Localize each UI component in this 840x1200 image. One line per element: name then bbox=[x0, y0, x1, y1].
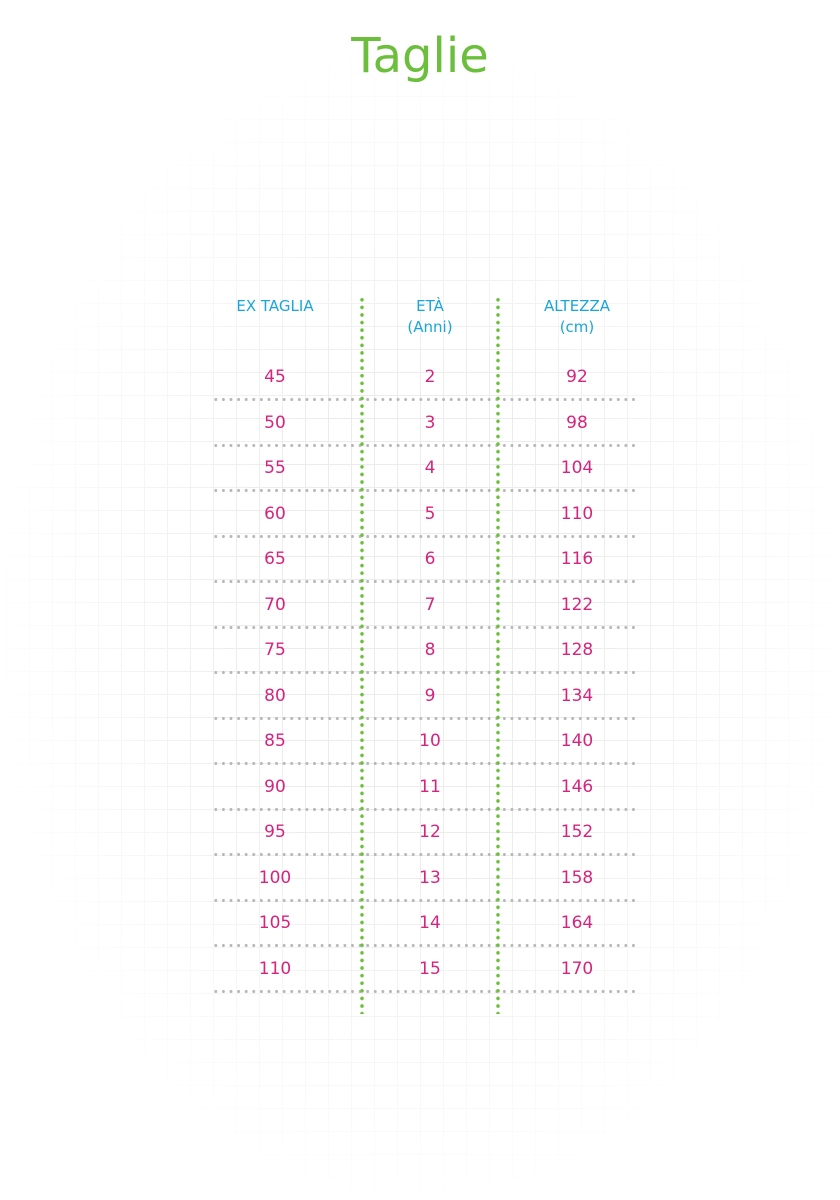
cell-altezza: 92 bbox=[566, 367, 588, 387]
row-divider bbox=[212, 853, 638, 856]
cell-altezza: 104 bbox=[560, 458, 594, 478]
header-altezza: ALTEZZA (cm) bbox=[507, 296, 647, 338]
header-ex-taglia: EX TAGLIA bbox=[205, 296, 345, 317]
cell-altezza: 140 bbox=[560, 731, 594, 751]
column-divider bbox=[360, 296, 364, 1014]
cell-ex-taglia: 95 bbox=[264, 822, 286, 842]
cell-eta: 14 bbox=[419, 913, 441, 933]
header-label: EX TAGLIA bbox=[236, 297, 314, 315]
row-divider bbox=[212, 807, 638, 811]
row-divider bbox=[212, 716, 638, 720]
cell-altezza: 134 bbox=[560, 685, 594, 706]
row-divider bbox=[212, 534, 638, 538]
cell-ex-taglia: 80 bbox=[264, 685, 286, 706]
cell-altezza: 170 bbox=[560, 958, 594, 979]
cell-altezza: 110 bbox=[560, 503, 594, 524]
cell-altezza: 116 bbox=[560, 549, 594, 569]
page-title: Taglie bbox=[351, 28, 489, 84]
row-divider bbox=[212, 898, 638, 902]
row-divider bbox=[212, 671, 638, 674]
cell-ex-taglia: 60 bbox=[264, 503, 286, 524]
cell-ex-taglia: 100 bbox=[258, 867, 292, 888]
cell-eta: 6 bbox=[424, 549, 436, 569]
cell-eta: 11 bbox=[419, 776, 441, 797]
cell-eta: 2 bbox=[424, 367, 436, 387]
cell-altezza: 158 bbox=[560, 867, 594, 888]
cell-ex-taglia: 105 bbox=[258, 913, 292, 933]
row-divider bbox=[212, 489, 638, 492]
row-divider bbox=[212, 762, 638, 765]
cell-ex-taglia: 65 bbox=[264, 549, 286, 569]
row-divider bbox=[212, 398, 638, 401]
cell-altezza: 152 bbox=[560, 822, 594, 842]
cell-eta: 5 bbox=[424, 503, 436, 524]
row-divider bbox=[212, 580, 638, 583]
row-divider bbox=[212, 944, 638, 947]
cell-altezza: 146 bbox=[560, 776, 594, 797]
cell-eta: 9 bbox=[424, 685, 436, 706]
cell-altezza: 122 bbox=[560, 594, 594, 615]
cell-eta: 3 bbox=[424, 412, 436, 433]
cell-eta: 15 bbox=[419, 958, 441, 979]
cell-ex-taglia: 75 bbox=[264, 640, 286, 660]
cell-eta: 10 bbox=[419, 731, 441, 751]
cell-ex-taglia: 85 bbox=[264, 731, 286, 751]
row-divider bbox=[212, 625, 638, 629]
row-divider bbox=[212, 443, 638, 447]
cell-ex-taglia: 110 bbox=[258, 958, 292, 979]
cell-eta: 12 bbox=[419, 822, 441, 842]
header-label: ALTEZZA bbox=[543, 297, 610, 315]
cell-ex-taglia: 70 bbox=[264, 594, 286, 615]
cell-eta: 7 bbox=[424, 594, 436, 615]
cell-altezza: 98 bbox=[566, 412, 588, 433]
cell-eta: 8 bbox=[424, 640, 436, 660]
cell-ex-taglia: 90 bbox=[264, 776, 286, 797]
column-divider bbox=[496, 296, 500, 1014]
cell-ex-taglia: 50 bbox=[264, 412, 286, 433]
header-unit: (Anni) bbox=[407, 318, 453, 336]
cell-ex-taglia: 55 bbox=[264, 458, 286, 478]
cell-eta: 13 bbox=[419, 867, 441, 888]
cell-altezza: 164 bbox=[560, 913, 594, 933]
cell-eta: 4 bbox=[424, 458, 436, 478]
header-label: ETÀ bbox=[416, 297, 444, 315]
row-divider bbox=[212, 989, 638, 993]
header-unit: (cm) bbox=[559, 318, 595, 336]
cell-altezza: 128 bbox=[560, 640, 594, 660]
header-eta: ETÀ (Anni) bbox=[360, 296, 500, 338]
cell-ex-taglia: 45 bbox=[264, 367, 286, 387]
